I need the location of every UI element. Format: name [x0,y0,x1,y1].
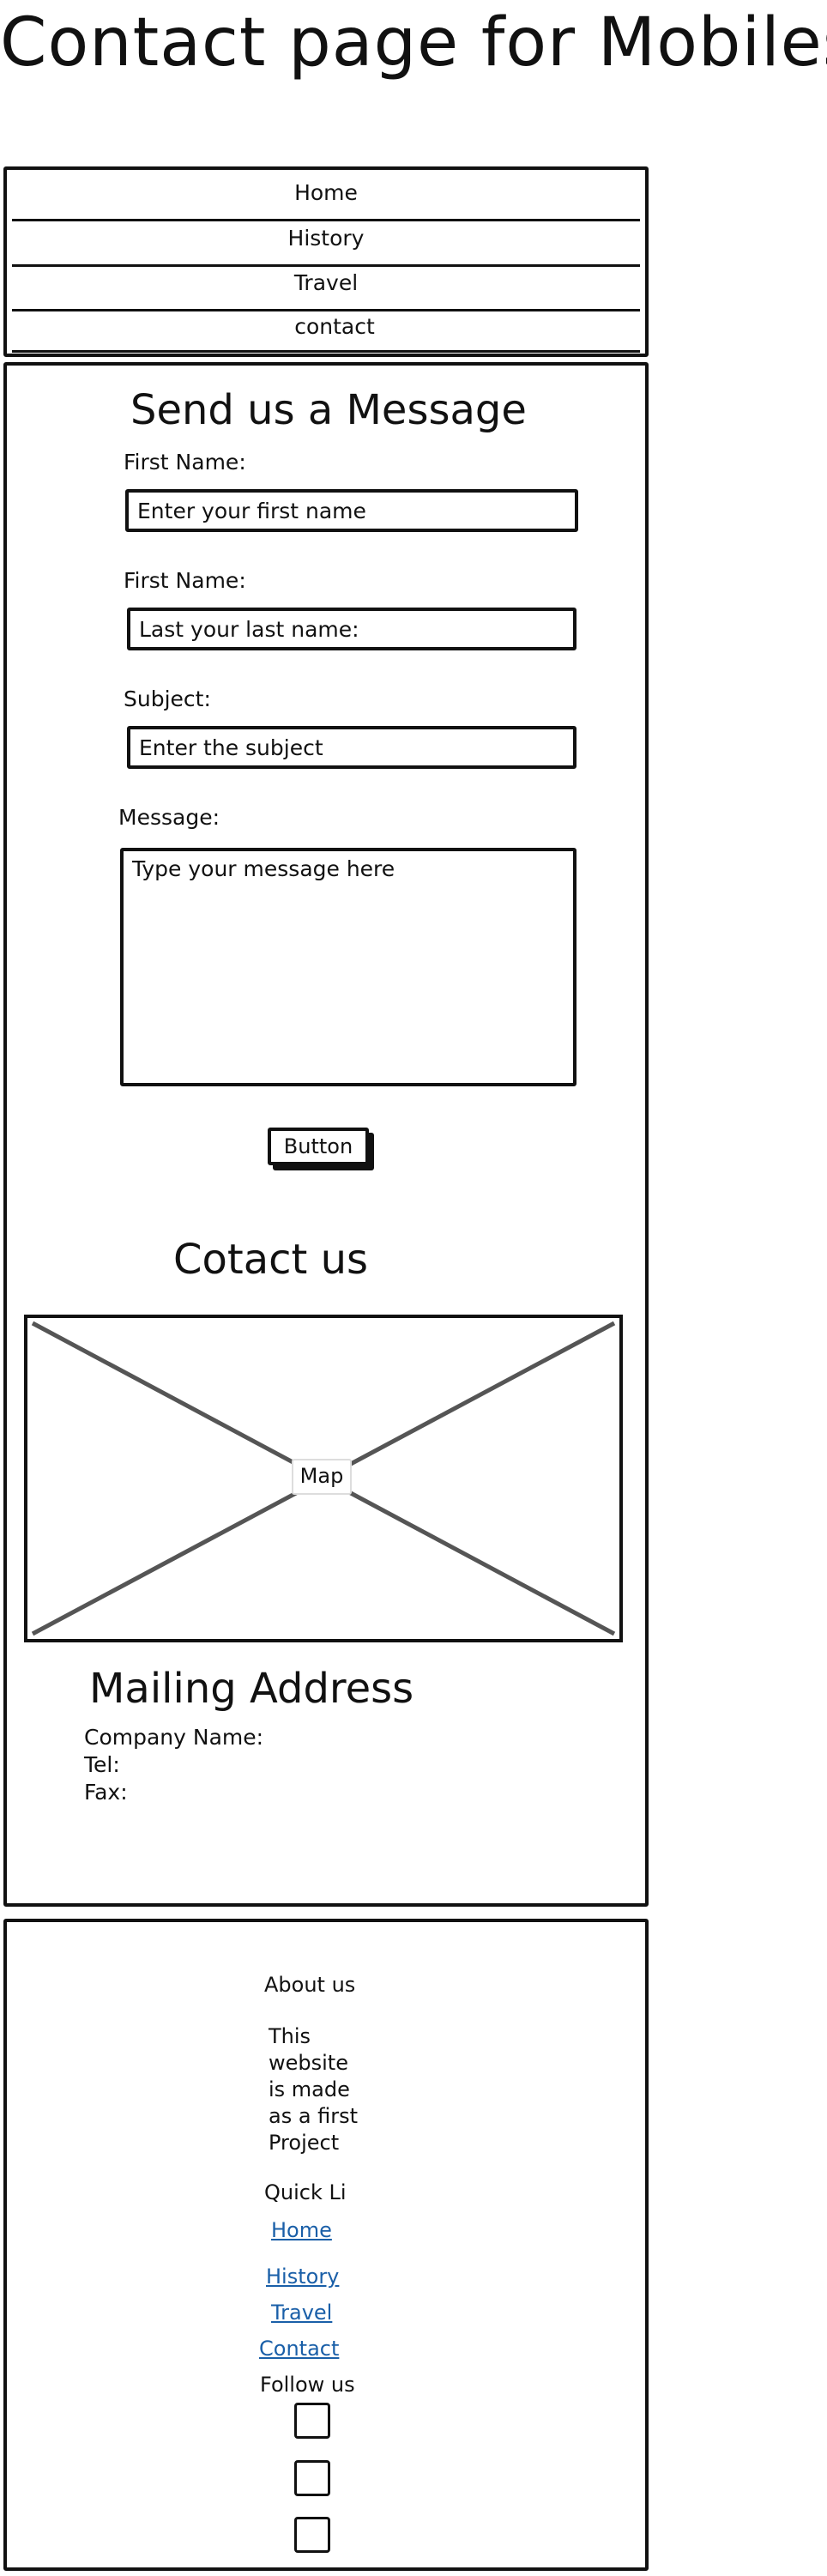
nav-divider [12,264,640,267]
fax-label: Fax: [84,1780,128,1805]
nav-divider [12,219,640,221]
first-name-label: First Name: [124,450,246,475]
social-icon[interactable] [294,2517,330,2553]
about-line: is made [269,2077,350,2101]
subject-input[interactable] [127,726,576,769]
nav-item-contact[interactable]: contact [294,314,375,339]
page-title: Contact page for Mobiles [0,4,827,82]
contact-heading: Cotact us [173,1236,369,1284]
message-textarea[interactable] [120,848,576,1086]
map-label: Map [292,1459,352,1495]
nav-item-travel[interactable]: Travel [293,270,359,295]
social-icon[interactable] [294,2403,330,2439]
about-us-heading: About us [264,1973,356,1997]
first-name-input[interactable] [125,489,578,532]
about-us-text: This website is made as a first Project [269,2023,358,2156]
about-line: Project [269,2131,340,2155]
about-line: as a first [269,2104,359,2128]
company-name-label: Company Name: [84,1725,264,1750]
nav-item-home[interactable]: Home [294,180,358,205]
footer-panel: About us This website is made as a first… [3,1919,649,2571]
footer-link-home[interactable]: Home [271,2218,332,2242]
submit-button[interactable]: Button [268,1128,374,1170]
social-icon[interactable] [294,2460,330,2496]
message-label: Message: [118,805,220,830]
map-label-text: Map [299,1464,344,1488]
form-heading: Send us a Message [130,386,527,434]
mailing-address-heading: Mailing Address [89,1665,414,1713]
main-panel: Send us a Message First Name: First Name… [3,362,649,1907]
about-line: website [269,2051,348,2075]
map-placeholder[interactable]: Map [24,1315,623,1642]
last-name-label: First Name: [124,568,246,593]
tel-label: Tel: [84,1752,120,1777]
nav-divider [12,309,640,311]
last-name-input[interactable] [127,608,576,650]
footer-link-travel[interactable]: Travel [271,2301,333,2325]
submit-button-label: Button [283,1134,353,1158]
footer-link-contact[interactable]: Contact [259,2337,340,2361]
nav-menu: Home History Travel contact [3,166,649,357]
quick-links-heading: Quick Li [264,2180,347,2204]
follow-us-heading: Follow us [260,2373,355,2397]
submit-button-face: Button [268,1128,369,1165]
nav-divider [12,350,640,353]
about-line: This [269,2024,311,2048]
nav-item-history[interactable]: History [287,226,365,251]
footer-link-history[interactable]: History [266,2265,340,2289]
subject-label: Subject: [124,686,211,711]
